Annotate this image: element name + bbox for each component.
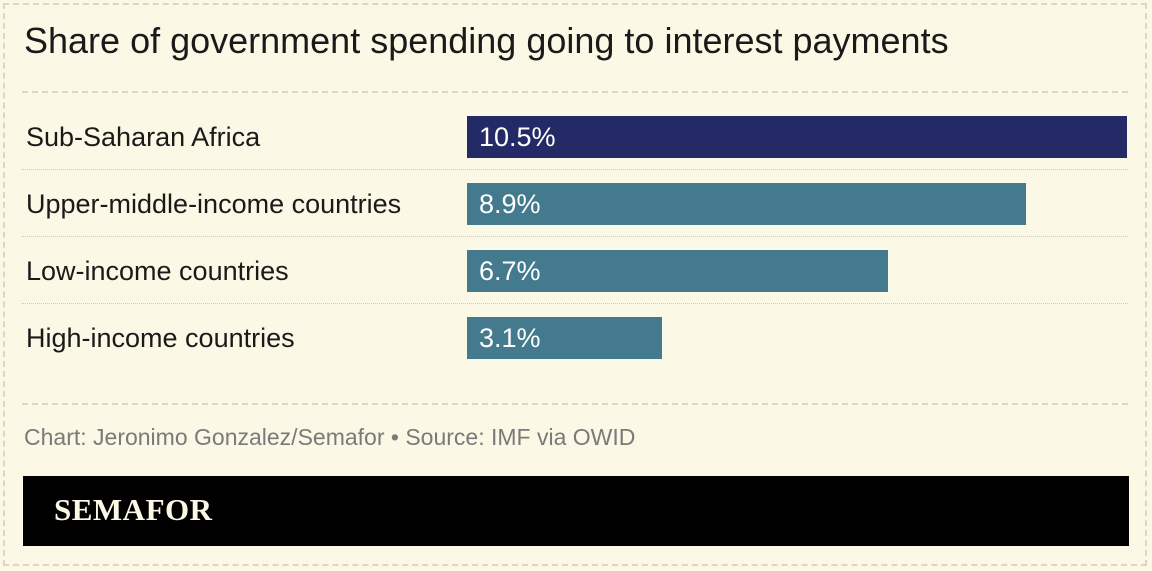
category-label: Upper-middle-income countries (26, 189, 402, 219)
bar-value-label: 6.7% (479, 256, 541, 286)
bar-value-label: 8.9% (479, 189, 541, 219)
bar (467, 317, 662, 359)
semafor-logo: SEMAFOR (54, 492, 213, 527)
row-divider (22, 169, 1128, 170)
bar (467, 183, 1026, 225)
category-label: Sub-Saharan Africa (26, 122, 261, 152)
bar (467, 116, 1127, 158)
bar-value-label: 10.5% (479, 122, 556, 152)
footer-bar: SEMAFOR (23, 476, 1129, 546)
category-label: High-income countries (26, 323, 295, 353)
row-divider (22, 303, 1128, 304)
bar-value-label: 3.1% (479, 323, 541, 353)
title-divider (22, 91, 1128, 93)
bar (467, 250, 888, 292)
row-divider (22, 236, 1128, 237)
chart-title: Share of government spending going to in… (24, 20, 949, 61)
chart-source: Chart: Jeronimo Gonzalez/Semafor • Sourc… (24, 424, 636, 450)
category-label: Low-income countries (26, 256, 289, 286)
chart-frame (3, 3, 1147, 566)
source-divider (22, 403, 1128, 405)
